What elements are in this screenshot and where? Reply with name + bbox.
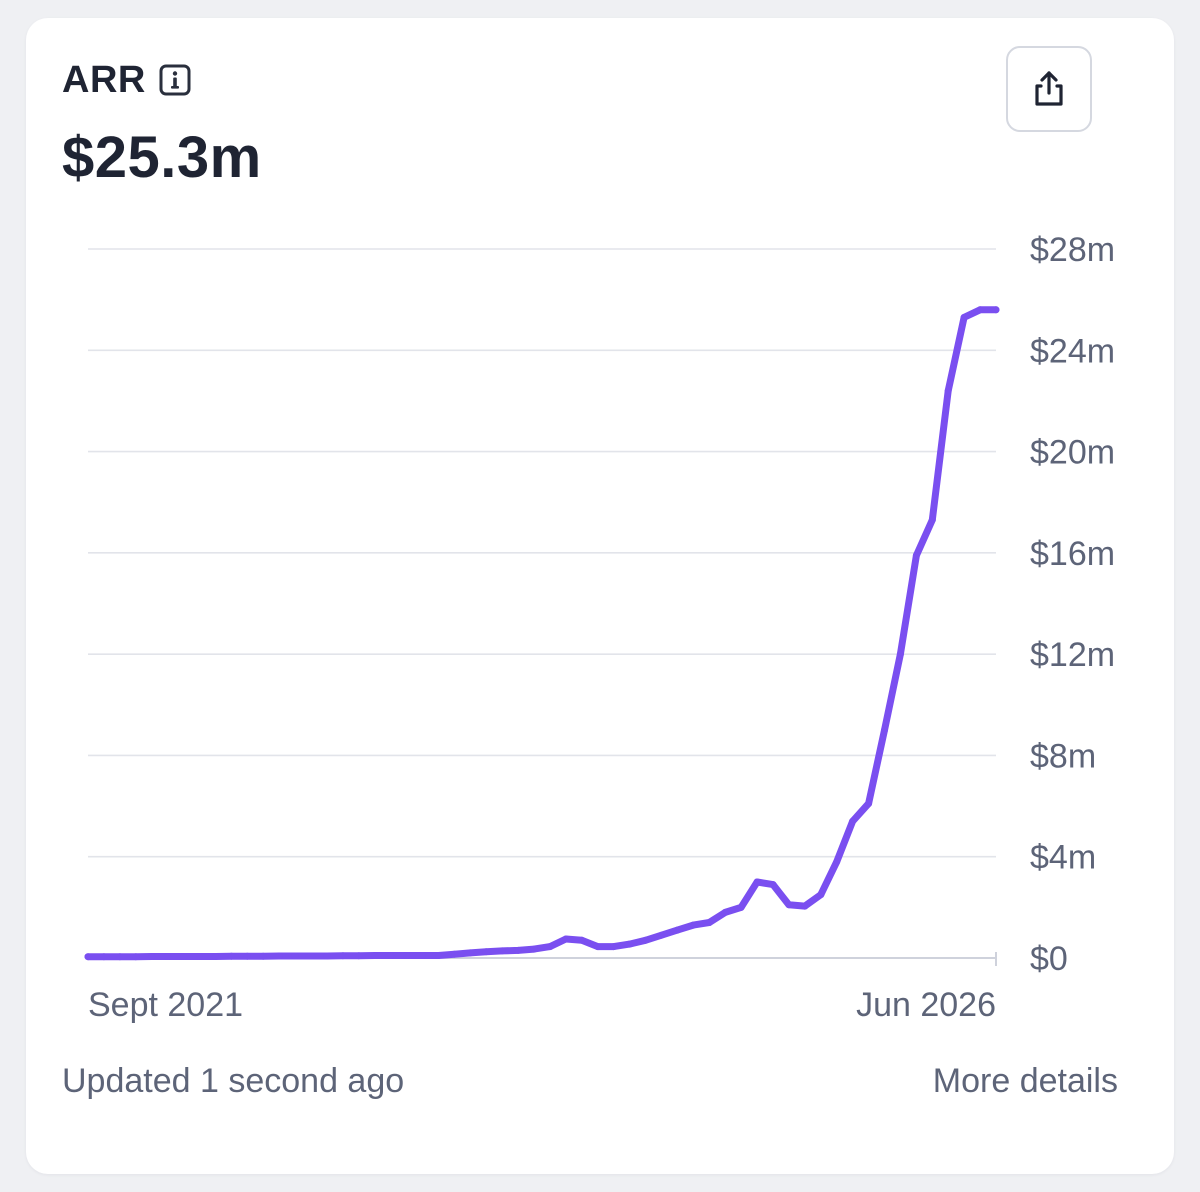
data-point — [307, 952, 315, 960]
data-point — [865, 800, 873, 807]
series-layer — [84, 306, 1000, 961]
data-point — [801, 902, 809, 910]
x-tick-label-end: Jun 2026 — [856, 986, 996, 1024]
data-point — [116, 953, 124, 961]
data-point — [928, 516, 936, 524]
data-point — [658, 931, 665, 939]
data-point — [196, 953, 203, 960]
data-point — [291, 952, 299, 960]
data-point — [721, 908, 729, 916]
data-point — [211, 953, 219, 960]
card-header: ARR $25.3m — [62, 58, 262, 191]
data-point — [626, 940, 634, 948]
metric-title: ARR — [62, 58, 146, 101]
y-tick-label: $12m — [1030, 636, 1115, 674]
data-point — [785, 901, 793, 909]
grid-lines — [88, 248, 997, 966]
info-icon[interactable] — [158, 63, 192, 97]
metric-value: $25.3m — [62, 125, 262, 190]
data-point — [132, 953, 140, 961]
series-line-arr — [84, 306, 1000, 961]
data-point — [339, 952, 347, 960]
y-tick-label: $16m — [1030, 535, 1115, 573]
data-point — [530, 945, 538, 953]
data-point — [259, 952, 267, 960]
y-tick-label: $28m — [1030, 231, 1115, 269]
data-point — [881, 726, 888, 734]
data-point — [514, 946, 522, 954]
share-button[interactable] — [1006, 46, 1092, 132]
data-point — [403, 952, 411, 959]
y-axis-ticks: $0 $4m $8m $12m $16m $20m $24m $28m — [1030, 231, 1115, 978]
y-tick-label: $4m — [1030, 839, 1096, 877]
title-row: ARR — [62, 58, 262, 102]
data-point — [466, 949, 474, 957]
data-point — [578, 936, 586, 944]
data-point — [992, 306, 1000, 314]
y-tick-label: $20m — [1030, 434, 1115, 472]
x-tick-label-start: Sept 2021 — [88, 986, 243, 1024]
data-point — [275, 952, 283, 960]
y-tick-label: $24m — [1030, 332, 1115, 370]
data-point — [164, 953, 172, 960]
data-point — [546, 943, 554, 951]
data-point — [849, 817, 857, 825]
data-point — [912, 551, 920, 559]
data-point — [689, 921, 697, 929]
data-point — [833, 858, 841, 866]
data-point — [84, 953, 92, 961]
data-point — [769, 881, 777, 889]
y-tick-label: $8m — [1030, 737, 1096, 775]
data-point — [387, 952, 395, 959]
data-point — [419, 952, 426, 959]
data-point — [673, 926, 681, 934]
updated-status: Updated 1 second ago — [62, 1062, 405, 1100]
x-axis-ticks: Sept 2021 Jun 2026 — [88, 986, 996, 1024]
data-point — [817, 891, 825, 899]
data-point — [148, 953, 156, 960]
data-point — [435, 952, 442, 959]
data-point — [180, 953, 188, 960]
data-point — [498, 947, 506, 955]
data-point — [100, 953, 108, 961]
data-point — [610, 943, 618, 951]
share-icon — [1035, 71, 1063, 106]
y-tick-label: $0 — [1030, 940, 1068, 978]
data-point — [976, 306, 984, 314]
data-point — [705, 919, 713, 926]
data-point — [737, 903, 745, 911]
data-point — [482, 948, 490, 956]
data-point — [753, 878, 761, 886]
data-point — [227, 952, 235, 960]
data-point — [371, 952, 379, 959]
data-point — [243, 952, 251, 960]
data-point — [944, 387, 952, 395]
data-point — [562, 935, 570, 943]
data-point — [450, 950, 458, 958]
data-point — [896, 650, 904, 658]
data-point — [594, 943, 602, 951]
more-details-link[interactable]: More details — [932, 1062, 1118, 1100]
arr-card — [26, 18, 1174, 1174]
data-point — [355, 952, 363, 960]
data-point — [323, 952, 331, 960]
data-point — [642, 936, 649, 944]
data-point — [960, 313, 968, 321]
